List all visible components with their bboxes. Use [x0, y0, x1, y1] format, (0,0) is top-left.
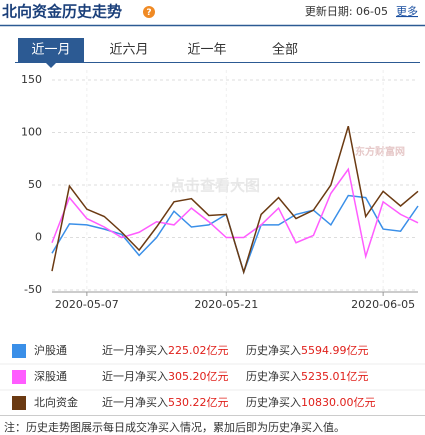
legend-cell: 北向资金	[34, 395, 78, 409]
legend-cell: 历史净买入	[246, 395, 301, 409]
tab[interactable]: 全部	[272, 42, 298, 58]
legend-cell: 近一月净买入	[102, 369, 168, 383]
legend-cell: 305.20亿元	[168, 370, 229, 383]
legend-cell: 深股通	[34, 370, 67, 383]
legend-swatch	[12, 344, 26, 358]
legend-cell: 5594.99亿元	[301, 344, 369, 357]
y-tick-label: 50	[28, 178, 42, 191]
title: 北向资金历史走势	[2, 3, 122, 21]
x-tick-label: 2020-06-05	[351, 298, 415, 311]
legend-swatch	[12, 396, 26, 410]
more-link[interactable]: 更多	[396, 4, 418, 18]
watermark: 东方财富网	[355, 145, 405, 158]
tab[interactable]: 近一月	[31, 43, 70, 58]
series-line	[51, 167, 419, 260]
y-tick-label: 100	[21, 126, 42, 139]
update-date: 更新日期: 06-05	[305, 4, 388, 18]
x-tick-label: 2020-05-07	[55, 298, 119, 311]
legend-cell: 沪股通	[34, 343, 67, 357]
help-mark[interactable]: ?	[146, 8, 151, 18]
tab[interactable]: 近一年	[187, 43, 226, 58]
legend-cell: 530.22亿元	[168, 396, 229, 409]
series-line	[51, 125, 419, 275]
legend-cell: 近一月净买入	[102, 395, 168, 409]
legend-cell: 5235.01亿元	[301, 370, 369, 383]
legend-cell: 225.02亿元	[168, 344, 229, 357]
tab-pointer	[45, 62, 57, 68]
x-tick-label: 2020-05-21	[194, 298, 258, 311]
legend-cell: 近一月净买入	[102, 343, 168, 357]
legend-cell: 历史净买入	[246, 369, 301, 383]
help-icon[interactable]	[143, 6, 155, 18]
legend-cell: 10830.00亿元	[301, 396, 376, 409]
legend-cell: 历史净买入	[246, 343, 301, 357]
legend-swatch	[12, 370, 26, 384]
tab[interactable]: 近六月	[109, 43, 148, 58]
y-tick-label: 150	[21, 73, 42, 86]
series-line	[51, 194, 419, 275]
tab-active[interactable]	[18, 38, 84, 62]
y-tick-label: -50	[24, 283, 42, 296]
note: 注：历史走势图展示每日成交净买入情况，累加后即为历史净买入值。	[4, 420, 345, 434]
y-tick-label: 0	[35, 231, 42, 244]
